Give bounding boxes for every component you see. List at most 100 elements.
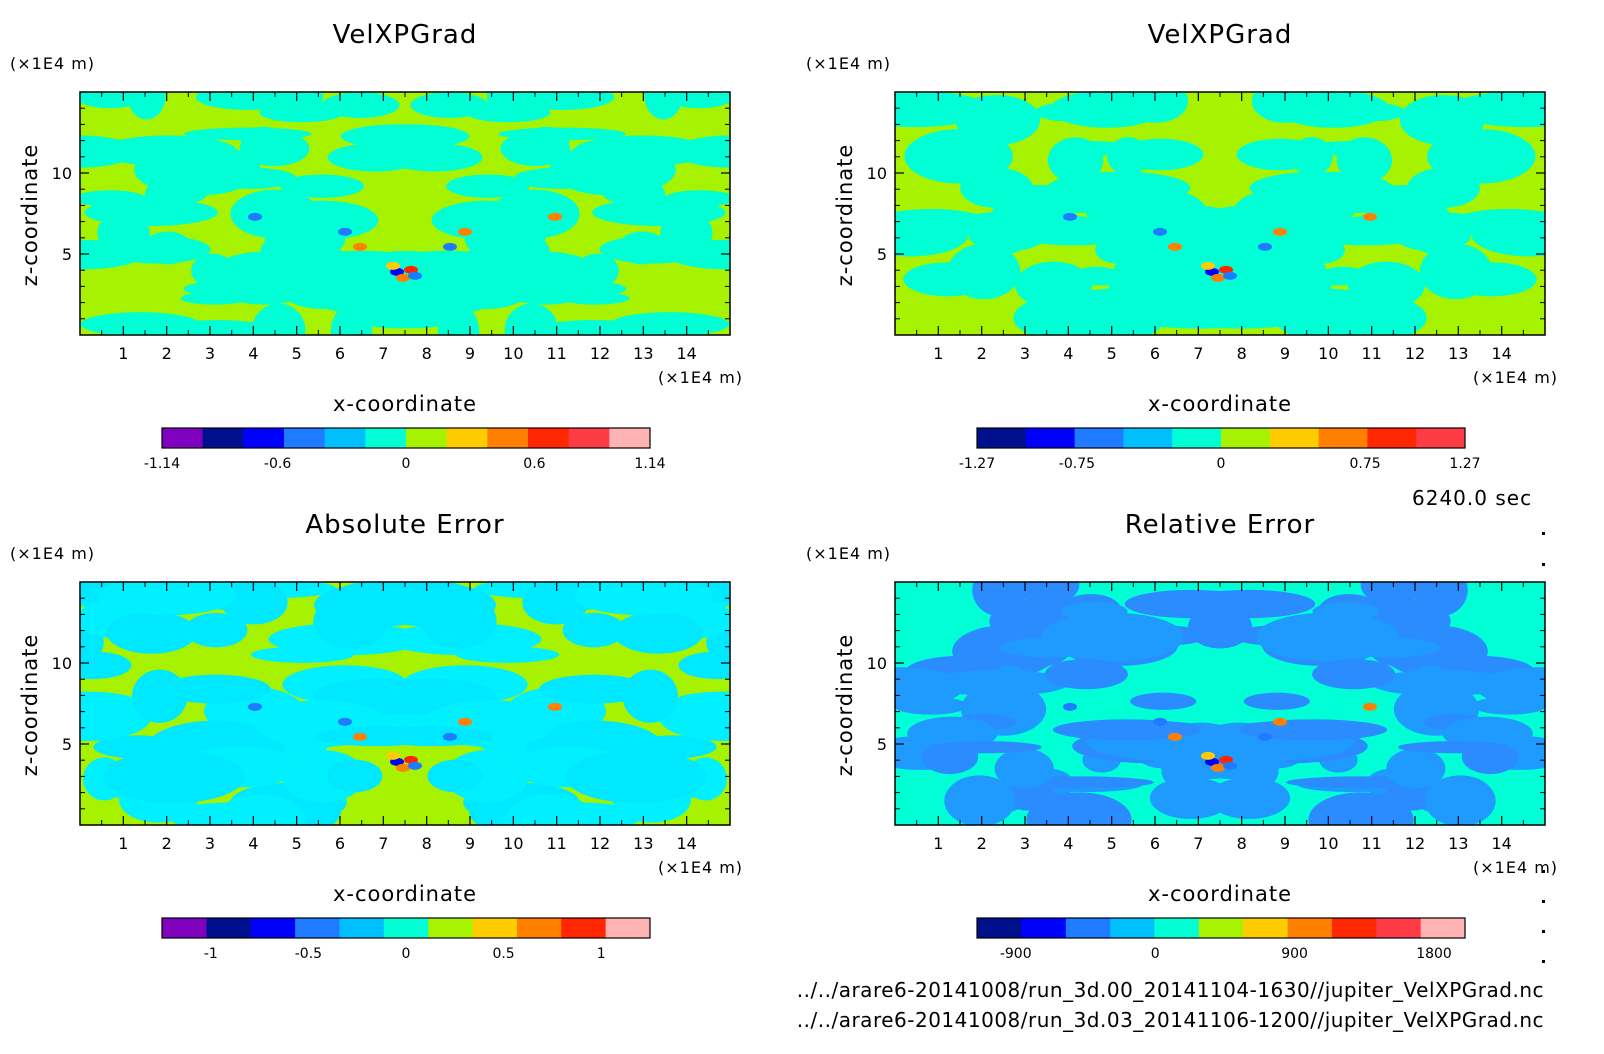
contour-spot	[1258, 242, 1272, 251]
contour-spot	[1201, 261, 1215, 270]
y-tick-label: 5	[62, 735, 72, 754]
colorbar-segment	[487, 428, 529, 448]
contour-spot	[1201, 751, 1215, 760]
contour-region	[1398, 741, 1511, 754]
heatmap-field	[895, 92, 1545, 335]
contour-spot	[1363, 702, 1377, 711]
contour-spot	[1153, 227, 1167, 236]
contour-region	[1095, 235, 1148, 265]
panel-title: Absolute Error	[305, 510, 505, 540]
colorbar-frame	[161, 427, 651, 449]
x-tick-label: 6	[1150, 344, 1160, 363]
contour-region	[1446, 262, 1537, 297]
contour-spot	[548, 212, 562, 221]
file-path-1: ../../arare6-20141008/run_3d.00_20141104…	[796, 978, 1544, 1002]
y-axis-unit: (×1E4 m)	[10, 54, 96, 73]
contour-region	[1243, 692, 1310, 710]
contour-region	[674, 135, 730, 168]
contour-spot	[396, 763, 410, 772]
contour-region	[660, 211, 713, 256]
colorbar-segment	[1221, 428, 1271, 448]
x-axis-label: x-coordinate	[1147, 392, 1293, 416]
x-tick-label: 4	[248, 834, 258, 853]
heatmap-field	[80, 92, 730, 335]
contour-region	[1099, 293, 1163, 309]
contour-region	[944, 775, 1016, 825]
contour-region	[968, 220, 1046, 252]
y-axis-label: z-coordinate	[18, 143, 42, 287]
contour-region	[387, 143, 483, 172]
contour-region	[1292, 235, 1345, 265]
x-tick-label: 5	[292, 834, 302, 853]
contour-region	[1208, 777, 1291, 819]
contour-spot	[396, 273, 410, 282]
contour-region	[565, 750, 707, 804]
x-tick-label: 1	[933, 344, 943, 363]
colorbar-tick-label: 0.6	[523, 456, 545, 472]
contour-region	[335, 582, 446, 607]
contour-region	[1123, 92, 1189, 123]
contour-region	[562, 612, 626, 648]
y-tick-label: 10	[867, 164, 887, 183]
y-tick-label: 5	[877, 735, 887, 754]
x-tick-label: 14	[676, 344, 696, 363]
x-tick-label: 11	[1361, 344, 1381, 363]
colorbar-tick-label: 0	[1217, 456, 1226, 472]
contour-region	[410, 92, 489, 118]
x-tick-label: 8	[422, 344, 432, 363]
contour-region	[97, 211, 150, 256]
time-label: 6240.0 sec	[1412, 486, 1533, 510]
colorbar-tick-label: -1	[204, 946, 218, 962]
colorbar-tick-label: -0.6	[264, 456, 291, 472]
contour-region	[427, 759, 483, 793]
colorbar-tick-label: -0.5	[295, 946, 322, 962]
y-tick-label: 5	[877, 245, 887, 264]
colorbar-segment	[1269, 428, 1320, 448]
margin-dot	[1542, 870, 1545, 873]
contour-region	[203, 167, 297, 189]
x-tick-label: 10	[1318, 834, 1338, 853]
contour-region	[1347, 261, 1425, 309]
contour-region	[1407, 167, 1480, 208]
x-tick-label: 8	[1237, 834, 1247, 853]
x-tick-label: 3	[1020, 344, 1030, 363]
colorbar-segment	[1367, 428, 1417, 448]
contour-region	[259, 103, 344, 123]
colorbar-segment	[162, 428, 204, 448]
contour-spot	[248, 212, 262, 221]
contour-spot	[404, 265, 418, 274]
y-axis-label: z-coordinate	[833, 143, 857, 287]
x-tick-label: 6	[1150, 834, 1160, 853]
contour-region	[622, 669, 679, 723]
contour-spot	[390, 267, 404, 276]
x-tick-label: 4	[248, 344, 258, 363]
colorbar-segment	[561, 918, 607, 938]
contour-region	[80, 694, 151, 741]
contour-region	[504, 794, 598, 825]
contour-spot	[1223, 761, 1237, 770]
contour-spot	[353, 242, 367, 251]
y-axis-unit: (×1E4 m)	[806, 544, 892, 563]
colorbar-segment	[1123, 428, 1173, 448]
contour-spot	[443, 242, 457, 251]
contour-region	[195, 92, 302, 110]
contour-region	[644, 92, 683, 120]
colorbar-segment	[162, 918, 207, 938]
x-tick-label: 2	[162, 834, 172, 853]
colorbar-segment	[609, 428, 651, 448]
contour-region	[352, 124, 470, 149]
colorbar-segment	[1065, 918, 1111, 938]
x-tick-label: 12	[590, 834, 610, 853]
contour-region	[1015, 261, 1093, 309]
colorbar-tick-label: 900	[1281, 946, 1308, 962]
contour-region	[1044, 659, 1128, 690]
contour-region	[80, 651, 132, 680]
contour-region	[1413, 582, 1468, 617]
contour-region	[1505, 217, 1545, 253]
margin-dot	[1542, 532, 1545, 535]
contour-region	[972, 582, 1027, 617]
x-tick-label: 14	[1491, 344, 1511, 363]
x-axis-unit: (×1E4 m)	[658, 858, 744, 877]
x-tick-label: 7	[1193, 344, 1203, 363]
